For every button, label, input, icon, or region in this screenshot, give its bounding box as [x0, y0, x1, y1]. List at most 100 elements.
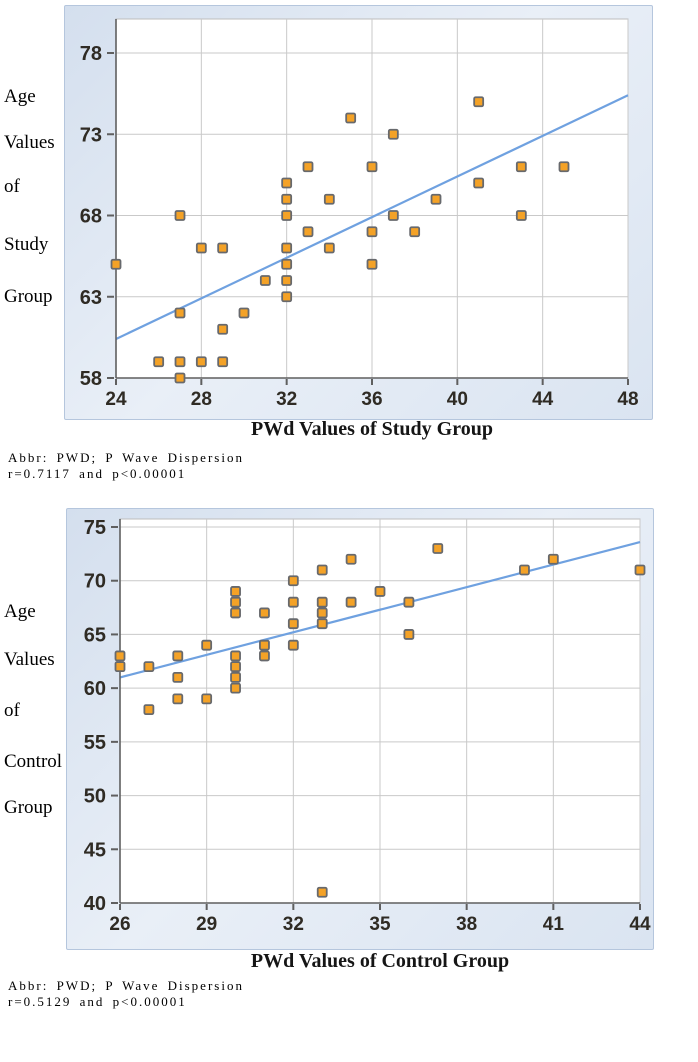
- data-point-marker: [323, 242, 335, 254]
- data-point-marker: [281, 193, 293, 205]
- data-point-marker: [281, 177, 293, 189]
- data-point-marker: [143, 704, 155, 716]
- data-point-marker: [174, 210, 186, 221]
- caption-abbr-study: Abbr: PWD; P Wave Dispersion: [8, 450, 244, 465]
- data-point-marker: [174, 307, 186, 319]
- x-tick-label: 29: [196, 914, 217, 935]
- y-tick-label: 45: [84, 839, 106, 861]
- x-tick-label: 26: [109, 914, 130, 935]
- data-point-marker: [259, 639, 270, 651]
- data-point-marker: [430, 193, 442, 205]
- data-point-marker: [287, 596, 299, 608]
- data-point-marker: [302, 161, 314, 173]
- caption-abbr-control: Abbr: PWD; P Wave Dispersion: [8, 978, 244, 993]
- y-tick-label: 50: [84, 786, 106, 808]
- data-point-marker: [387, 210, 399, 221]
- x-tick-label: 41: [543, 914, 565, 935]
- data-point-marker: [281, 210, 293, 221]
- x-tick-label: 48: [617, 389, 638, 410]
- x-tick-label: 32: [276, 389, 297, 410]
- data-point-marker: [259, 650, 270, 662]
- data-point-marker: [287, 618, 299, 630]
- data-point-marker: [366, 161, 378, 173]
- caption-stats-control: r=0.5129 and p<0.00001: [8, 994, 187, 1009]
- data-point-marker: [114, 661, 126, 673]
- data-point-marker: [174, 372, 186, 384]
- data-point-marker: [345, 596, 357, 608]
- x-tick-label: 24: [105, 389, 127, 410]
- data-point-marker: [230, 661, 241, 673]
- data-point-marker: [323, 193, 335, 205]
- data-point-marker: [403, 629, 415, 640]
- data-point-marker: [287, 639, 299, 651]
- data-point-marker: [230, 596, 241, 608]
- data-point-marker: [195, 242, 207, 254]
- data-point-marker: [634, 564, 646, 576]
- data-point-marker: [316, 564, 328, 576]
- x-tick-label: 32: [283, 914, 304, 935]
- y-axis-word-study-2: Values: [4, 132, 55, 153]
- data-point-marker: [432, 543, 444, 554]
- data-point-marker: [387, 128, 399, 140]
- data-point-marker: [217, 356, 229, 368]
- data-point-marker: [515, 210, 527, 221]
- data-point-marker: [409, 226, 421, 238]
- data-point-marker: [345, 112, 357, 124]
- x-axis-title-study: PWd Values of Study Group: [251, 418, 493, 440]
- data-point-marker: [172, 693, 184, 705]
- data-point-marker: [143, 661, 155, 673]
- data-point-marker: [195, 356, 207, 368]
- data-point-marker: [230, 671, 241, 683]
- data-point-marker: [374, 586, 386, 597]
- data-point-marker: [172, 650, 184, 662]
- data-point-marker: [366, 258, 378, 270]
- y-tick-label: 65: [84, 624, 106, 646]
- data-point-marker: [259, 607, 270, 619]
- data-point-marker: [217, 242, 229, 254]
- data-point-marker: [174, 356, 186, 368]
- y-tick-label: 63: [80, 287, 102, 309]
- data-point-marker: [230, 607, 241, 619]
- y-axis-word-study-3: of: [4, 176, 20, 197]
- y-axis-word-study-5: Group: [4, 286, 53, 307]
- data-point-marker: [230, 682, 241, 694]
- data-point-marker: [519, 564, 530, 576]
- data-point-marker: [110, 258, 122, 270]
- data-point-marker: [287, 575, 299, 587]
- y-tick-label: 73: [80, 124, 102, 146]
- data-point-marker: [281, 258, 293, 270]
- data-point-marker: [547, 553, 559, 565]
- data-point-marker: [114, 650, 126, 662]
- data-point-marker: [281, 242, 293, 254]
- x-tick-label: 44: [629, 914, 651, 935]
- data-point-marker: [473, 177, 485, 189]
- data-point-marker: [153, 356, 165, 368]
- data-point-marker: [259, 275, 271, 286]
- y-tick-label: 75: [84, 517, 106, 539]
- data-point-marker: [473, 96, 485, 108]
- data-point-marker: [316, 607, 328, 619]
- data-point-marker: [230, 650, 241, 662]
- y-axis-word-control-2: Values: [4, 649, 55, 670]
- y-axis-word-study-1: Age: [4, 86, 36, 107]
- data-point-marker: [316, 596, 328, 608]
- x-tick-label: 44: [532, 389, 554, 410]
- data-point-marker: [366, 226, 378, 238]
- data-point-marker: [558, 161, 570, 173]
- y-tick-label: 40: [84, 893, 106, 915]
- caption-stats-study: r=0.7117 and p<0.00001: [8, 466, 187, 481]
- trend-line: [115, 94, 629, 340]
- y-axis-word-control-3: of: [4, 700, 20, 721]
- data-point-marker: [316, 886, 328, 898]
- data-point-marker: [172, 671, 184, 683]
- data-point-marker: [515, 161, 527, 173]
- data-point-marker: [345, 553, 357, 565]
- data-point-marker: [403, 596, 415, 608]
- x-axis-title-control: PWd Values of Control Group: [250, 950, 510, 972]
- y-tick-label: 78: [80, 43, 102, 65]
- y-tick-label: 68: [80, 206, 102, 228]
- y-axis-word-control-1: Age: [4, 601, 36, 622]
- data-point-marker: [302, 226, 314, 238]
